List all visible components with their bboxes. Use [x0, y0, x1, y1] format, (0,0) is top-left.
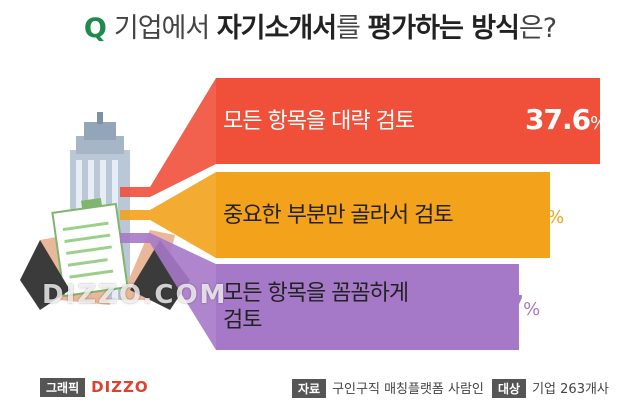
bars-group	[216, 78, 600, 350]
bar-3	[216, 264, 519, 350]
title-suffix: 은?	[518, 13, 557, 44]
bar-connector-2	[120, 172, 216, 258]
bar-value-3: 29.7%	[458, 289, 540, 322]
watermark: DIZZO.COM	[42, 280, 228, 310]
brand-logo: DIZZO	[91, 378, 149, 396]
bar-label-1-line-1: 모든 항목을 대략 검토	[223, 108, 415, 134]
bar-2	[216, 172, 550, 258]
bar-label-2-line-1: 중요한 부분만 골라서 검토	[223, 202, 454, 228]
title-middle: 를	[336, 13, 361, 44]
bar-1	[216, 78, 600, 164]
q-mark: Q	[83, 13, 107, 44]
bar-value-1: 37.6%	[525, 103, 607, 136]
resume-illustration	[20, 197, 190, 310]
bar-connector-3	[120, 233, 216, 350]
target-credit: 대상 기업 263개사	[492, 378, 609, 398]
graphic-tag: 그래픽	[40, 378, 86, 397]
title-strong-1: 자기소개서	[216, 13, 337, 44]
title-strong-2: 평가하는 방식	[367, 13, 519, 44]
title-prefix: 기업에서	[113, 13, 210, 44]
bar-label-3-line-1: 모든 항목을 꼼꼼하게	[223, 281, 409, 306]
bar-label-1: 모든 항목을 대략 검토	[223, 108, 415, 135]
graphic-credit: 그래픽 DIZZO	[40, 378, 149, 397]
target-tag: 대상	[492, 379, 527, 398]
bar-label-2: 중요한 부분만 골라서 검토	[223, 202, 454, 229]
source-tag: 자료	[292, 379, 327, 398]
chart-title: Q 기업에서 자기소개서를 평가하는 방식은?	[0, 6, 640, 45]
bar-label-3-line-2: 검토	[223, 308, 262, 333]
source-text: 구인구직 매칭플랫폼 사람인	[332, 382, 484, 397]
source-credit: 자료 구인구직 매칭플랫폼 사람인	[292, 378, 484, 398]
bar-value-2: 32.7%	[482, 197, 564, 230]
bar-connectors	[120, 78, 216, 350]
bar-connector-1	[120, 78, 216, 197]
target-text: 기업 263개사	[532, 382, 609, 397]
bar-label-3: 모든 항목을 꼼꼼하게 검토	[223, 280, 409, 334]
